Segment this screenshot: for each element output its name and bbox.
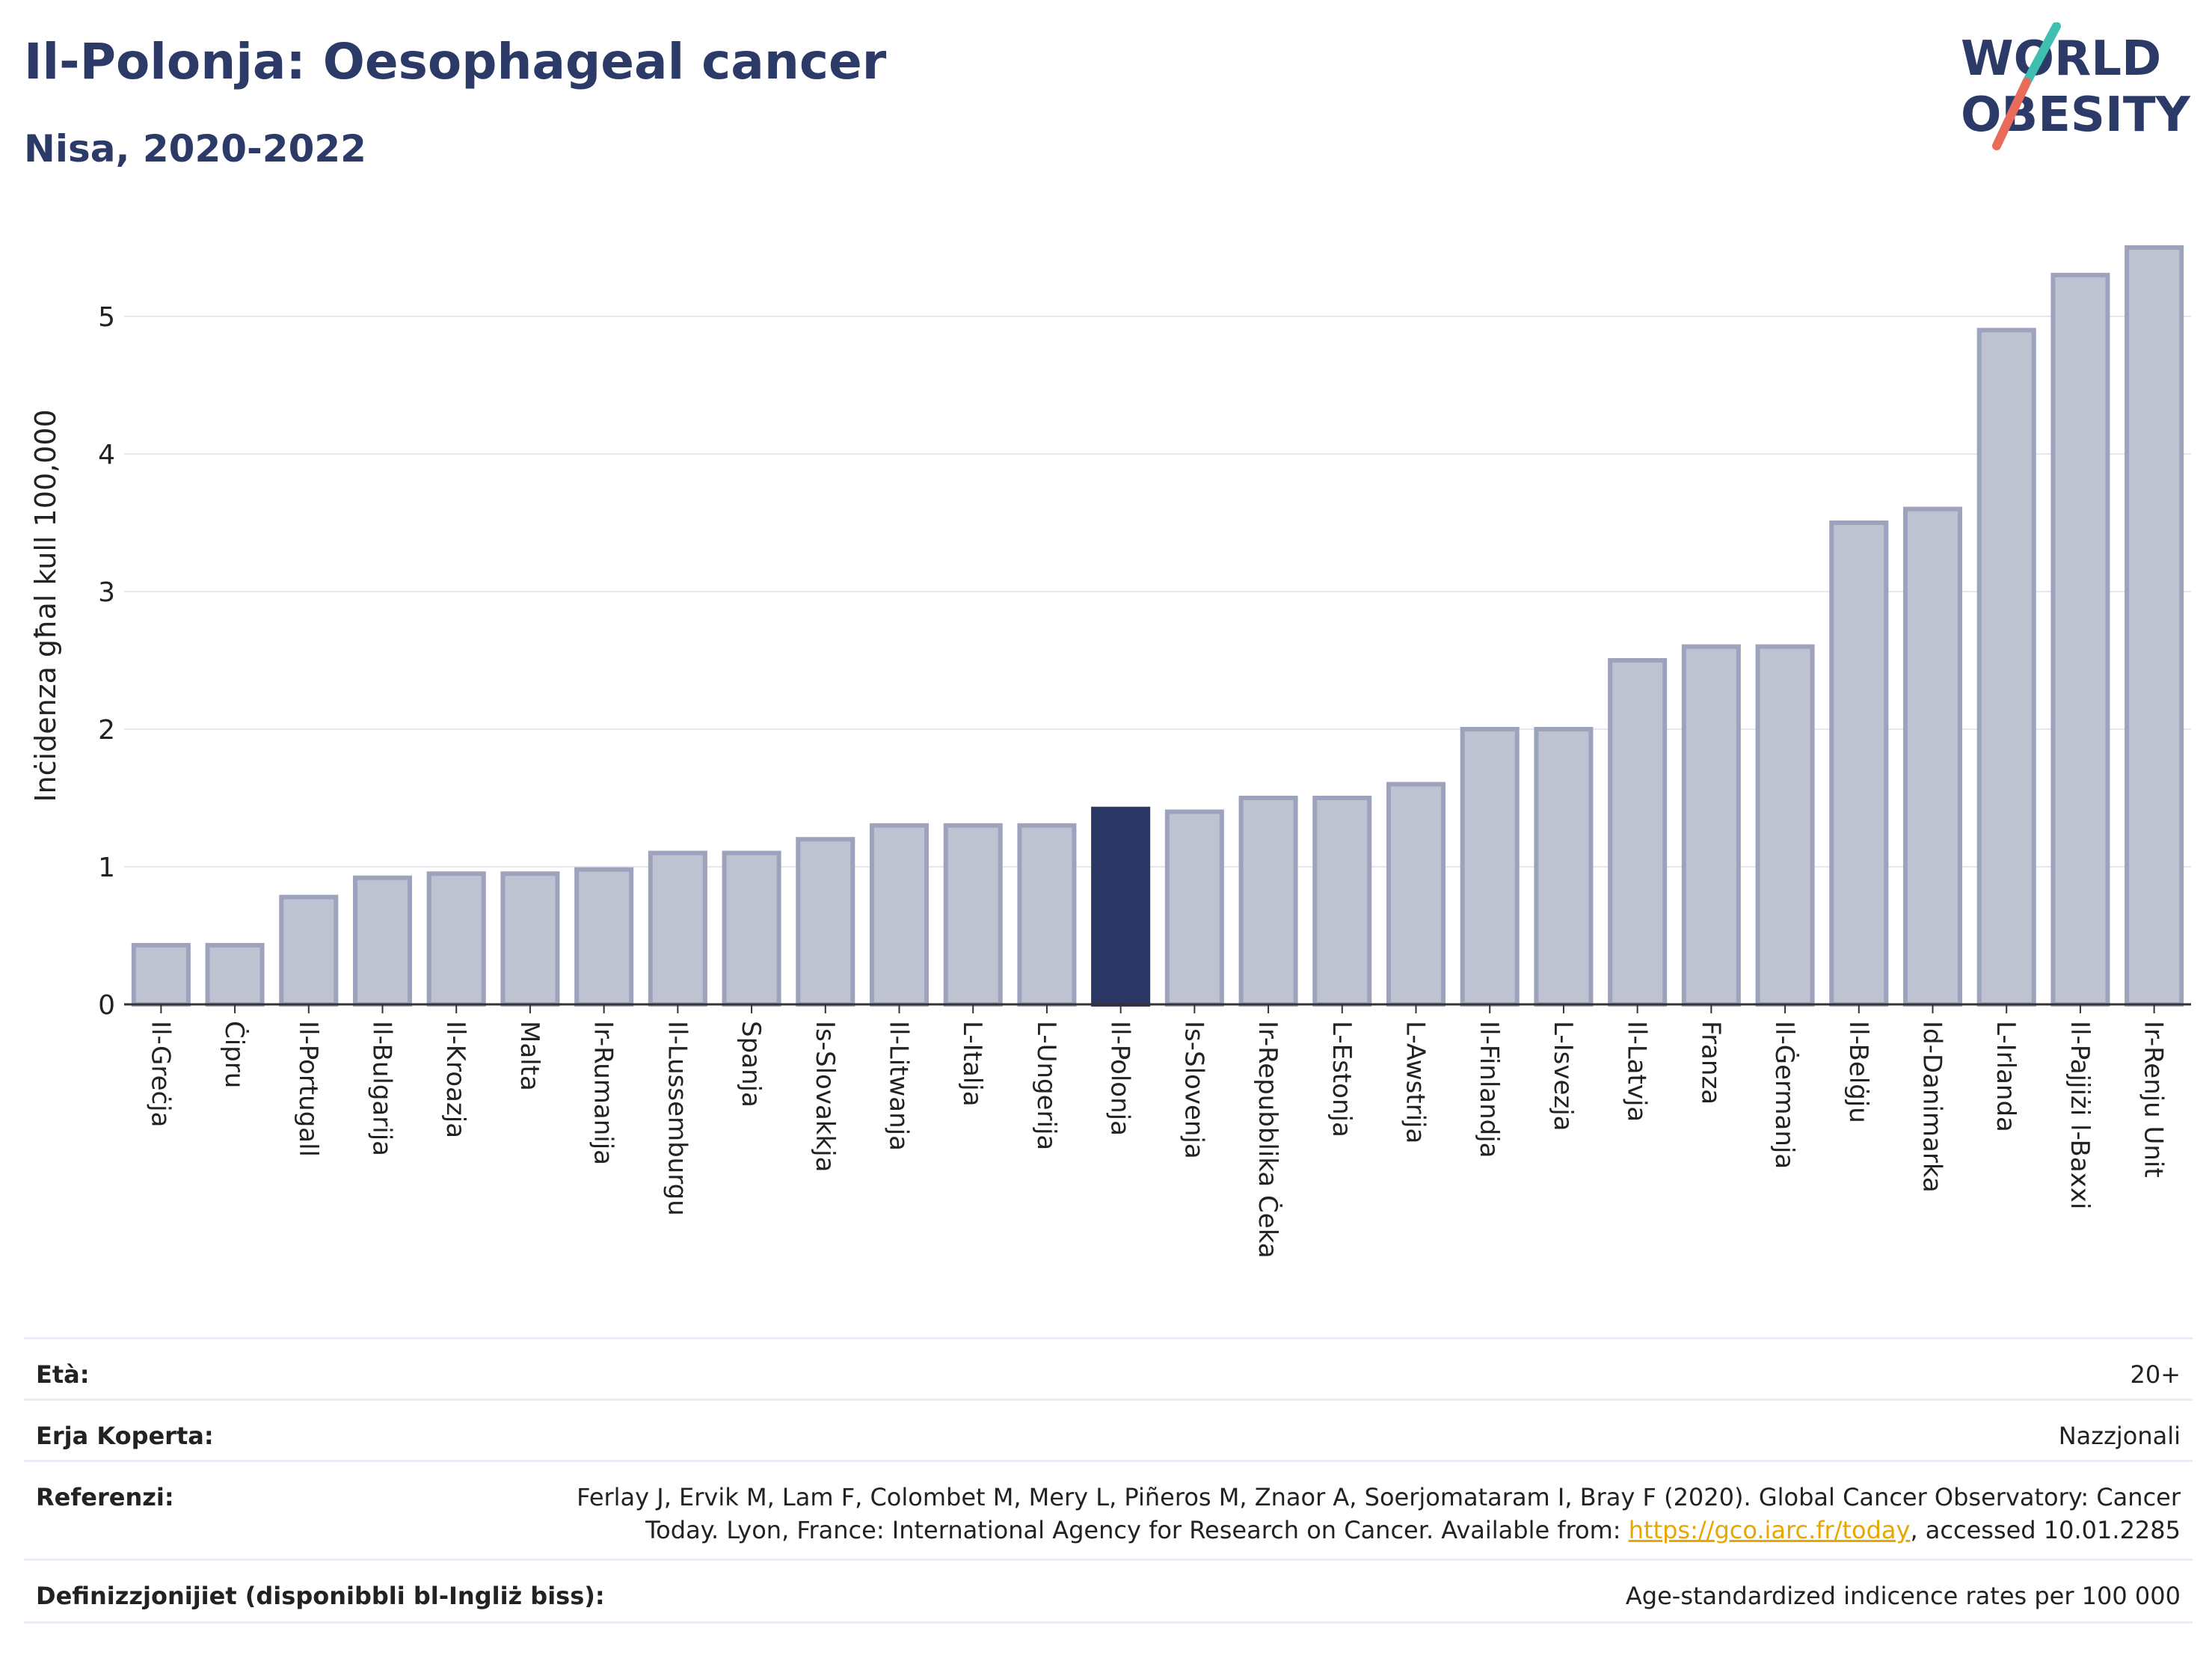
bar bbox=[1534, 727, 1594, 1007]
x-ticks: Il-Greċja Ċipru Il-Portugall Il-Bulgarija Il… bbox=[145, 1004, 2169, 1259]
bar bbox=[1460, 727, 1520, 1007]
bar bbox=[131, 942, 191, 1007]
x-tick-label: Il-Portugall bbox=[293, 1021, 323, 1157]
logo-word-world: WORLD bbox=[1961, 31, 2161, 87]
x-tick-label: Ċipru bbox=[219, 1021, 250, 1088]
bar bbox=[943, 823, 1003, 1007]
bar bbox=[722, 850, 781, 1007]
x-tick-label: Il-Belġju bbox=[1843, 1021, 1873, 1123]
references-text-pre: Today. Lyon, France: International Agenc… bbox=[645, 1516, 1629, 1544]
bar bbox=[1976, 328, 2036, 1007]
references-text-post: , accessed 10.01.2285 bbox=[1910, 1516, 2181, 1544]
y-tick-label: 4 bbox=[98, 440, 115, 470]
x-tick-label: L-Estonja bbox=[1327, 1021, 1357, 1137]
meta-row-references: Referenzi: Ferlay J, Ervik M, Lam F, Col… bbox=[24, 1460, 2193, 1561]
bar bbox=[500, 871, 560, 1007]
definitions-label: Definizzjonijiet (disponibbli bl-Ingliż … bbox=[36, 1582, 605, 1610]
x-tick-label: Ir-Renju Unit bbox=[2139, 1021, 2169, 1178]
x-tick-label: Il-Ġermanja bbox=[1769, 1021, 1800, 1169]
y-tick-label: 5 bbox=[98, 302, 115, 333]
chart-subtitle: Nisa, 2020-2022 bbox=[24, 127, 366, 171]
bar bbox=[796, 837, 855, 1007]
x-tick-label: Il-Litwanja bbox=[884, 1021, 914, 1151]
x-tick-label: Il-Kroazja bbox=[440, 1021, 470, 1138]
age-label: Età: bbox=[36, 1360, 90, 1389]
bar bbox=[279, 894, 339, 1007]
y-tick-label: 0 bbox=[98, 990, 115, 1021]
bar bbox=[1902, 506, 1963, 1007]
x-tick-label: Is-Slovenja bbox=[1179, 1021, 1208, 1159]
bar bbox=[205, 942, 265, 1007]
meta-bottom-divider bbox=[24, 1621, 2193, 1624]
bar bbox=[1681, 644, 1741, 1007]
bar bbox=[869, 823, 930, 1007]
references-line-2: Today. Lyon, France: International Agenc… bbox=[645, 1516, 2181, 1544]
x-tick-label: L-Italja bbox=[957, 1021, 987, 1107]
x-tick-label: L-Ungerija bbox=[1031, 1021, 1061, 1150]
area-label: Erja Koperta: bbox=[36, 1422, 214, 1450]
logo-slash-teal bbox=[2022, 22, 2061, 87]
x-tick-label: Il-Pajjiżi l-Baxxi bbox=[2065, 1021, 2095, 1209]
meta-row-definitions: Definizzjonijiet (disponibbli bl-Ingliż … bbox=[24, 1559, 2193, 1624]
x-tick-label: Il-Bulgarija bbox=[367, 1021, 397, 1156]
x-tick-label: Il-Polonja bbox=[1105, 1021, 1135, 1136]
x-tick-label: Id-Danimarka bbox=[1917, 1021, 1947, 1193]
bars bbox=[131, 245, 2184, 1007]
bar bbox=[574, 867, 634, 1007]
bar bbox=[1164, 809, 1224, 1007]
meta-row-area: Erja Koperta: Nazzjonali bbox=[24, 1398, 2193, 1462]
x-tick-label: Il-Latvja bbox=[1622, 1021, 1652, 1122]
bar bbox=[426, 871, 486, 1007]
y-axis-label: Inċidenza għal kull 100,000 bbox=[29, 409, 62, 802]
x-tick-label: Il-Greċja bbox=[145, 1021, 175, 1127]
x-tick-label: Il-Lussemburgu bbox=[662, 1021, 692, 1216]
x-tick-label: Ir-Rumanija bbox=[589, 1021, 618, 1165]
bar bbox=[2050, 272, 2110, 1007]
x-tick-label: Is-Slovakkja bbox=[810, 1021, 840, 1172]
x-tick-label: L-Irlanda bbox=[1991, 1021, 2021, 1132]
x-tick-label: Ir-Repubblika Ċeka bbox=[1253, 1021, 1283, 1259]
area-value: Nazzjonali bbox=[2058, 1422, 2181, 1450]
definitions-value: Age-standardized indicence rates per 100… bbox=[1625, 1582, 2181, 1610]
y-ticks: 0 1 2 3 4 5 bbox=[98, 302, 115, 1021]
bar bbox=[1238, 796, 1298, 1007]
gco-link[interactable]: https://gco.iarc.fr/today bbox=[1628, 1516, 1911, 1544]
world-obesity-logo: WORLD OBESITY bbox=[1961, 22, 2190, 150]
bar bbox=[1829, 521, 1889, 1007]
logo-slash-coral bbox=[1992, 78, 2031, 150]
references-line-1: Ferlay J, Ervik M, Lam F, Colombet M, Me… bbox=[577, 1483, 2181, 1511]
x-tick-label: Malta bbox=[514, 1021, 544, 1091]
y-tick-label: 3 bbox=[98, 577, 115, 608]
bar bbox=[1091, 806, 1151, 1007]
bar-chart: 0 1 2 3 4 5 Il-Greċja Ċipru Il-Portugall Il-Bulg… bbox=[29, 245, 2191, 1259]
bar bbox=[1312, 796, 1372, 1007]
x-tick-label: Franza bbox=[1695, 1021, 1725, 1105]
bar bbox=[648, 850, 707, 1007]
x-tick-label: L-Awstrija bbox=[1401, 1021, 1431, 1143]
references-label: Referenzi: bbox=[36, 1483, 174, 1511]
bar bbox=[1608, 658, 1668, 1007]
bar bbox=[2125, 245, 2184, 1007]
x-tick-label: Spanja bbox=[736, 1021, 766, 1108]
x-tick-label: L-Isvezja bbox=[1548, 1021, 1578, 1132]
y-tick-label: 2 bbox=[98, 715, 115, 746]
bar bbox=[1755, 644, 1815, 1007]
bar bbox=[1017, 823, 1077, 1007]
x-tick-label: Il-Finlandja bbox=[1474, 1021, 1504, 1158]
y-tick-label: 1 bbox=[98, 853, 115, 883]
age-value: 20+ bbox=[2130, 1360, 2181, 1389]
chart-title: Il-Polonja: Oesophageal cancer bbox=[24, 33, 887, 90]
bar bbox=[1386, 782, 1446, 1007]
bar bbox=[352, 875, 413, 1007]
meta-row-age: Età: 20+ bbox=[24, 1337, 2193, 1401]
